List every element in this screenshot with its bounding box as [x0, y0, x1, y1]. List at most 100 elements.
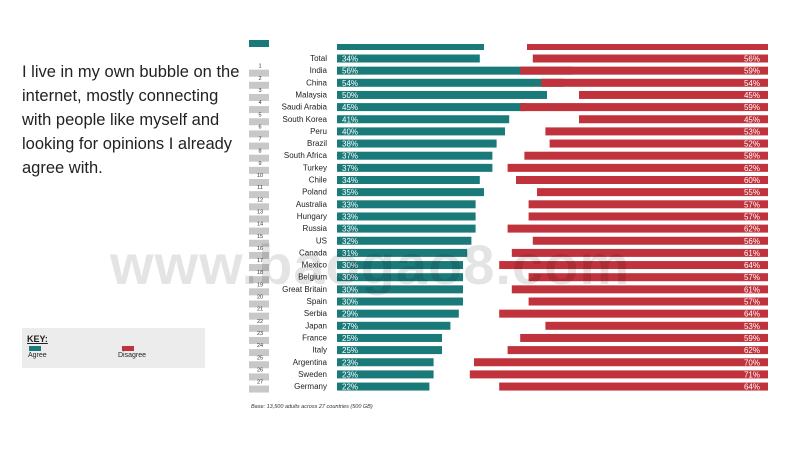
- agree-value-label: 29%: [342, 310, 358, 319]
- disagree-bar: [511, 285, 768, 294]
- agree-value-label: 30%: [342, 298, 358, 307]
- disagree-value-label: 70%: [744, 358, 760, 367]
- agree-bar: [337, 224, 476, 233]
- agree-bar: [337, 139, 497, 148]
- disagree-bar: [520, 66, 768, 75]
- disagree-bar: [532, 54, 768, 63]
- category-label: India: [310, 66, 328, 75]
- disagree-value-label: 57%: [744, 200, 760, 209]
- rank-number: 6: [258, 124, 261, 130]
- disagree-bar: [507, 163, 768, 172]
- disagree-bar: [520, 103, 768, 112]
- agree-value-label: 37%: [342, 152, 358, 161]
- header-corner-block: [249, 40, 269, 47]
- category-label: Russia: [303, 224, 328, 233]
- rank-number: 24: [257, 343, 263, 349]
- disagree-bar: [474, 358, 768, 367]
- disagree-bar: [549, 139, 768, 148]
- rank-number: 20: [257, 295, 263, 301]
- agree-value-label: 27%: [342, 322, 358, 331]
- disagree-bar: [499, 382, 768, 391]
- category-label: Chile: [309, 176, 328, 185]
- category-label: Malaysia: [295, 90, 327, 99]
- category-label: South Africa: [284, 151, 328, 160]
- agree-value-label: 56%: [342, 67, 358, 76]
- agree-value-label: 30%: [342, 273, 358, 282]
- category-label: Great Britain: [282, 285, 327, 294]
- category-label: US: [316, 236, 327, 245]
- rank-box: [249, 142, 269, 150]
- rank-number: 5: [258, 112, 261, 118]
- agree-bar: [337, 346, 442, 355]
- category-label: Sweden: [298, 370, 327, 379]
- disagree-bar: [528, 273, 768, 282]
- rank-box: [249, 203, 269, 211]
- disagree-value-label: 57%: [744, 298, 760, 307]
- category-label: Belgium: [298, 273, 327, 282]
- agree-bar: [337, 273, 463, 282]
- agree-bar: [337, 78, 564, 87]
- agree-value-label: 50%: [342, 91, 358, 100]
- disagree-value-label: 59%: [744, 67, 760, 76]
- agree-bar: [337, 358, 434, 367]
- agree-bar: [337, 127, 505, 136]
- agree-value-label: 37%: [342, 164, 358, 173]
- rank-box: [249, 349, 269, 357]
- disagree-value-label: 64%: [744, 383, 760, 392]
- disagree-bar: [524, 151, 768, 160]
- rank-number: 7: [258, 137, 261, 143]
- disagree-value-label: 56%: [744, 237, 760, 246]
- rank-number: 22: [257, 319, 263, 325]
- rank-box: [249, 251, 269, 259]
- rank-box: [249, 336, 269, 344]
- rank-number: 3: [258, 88, 261, 94]
- agree-bar: [337, 200, 476, 209]
- category-label: Serbia: [304, 309, 328, 318]
- rank-number: 21: [257, 307, 263, 313]
- agree-value-label: 22%: [342, 383, 358, 392]
- agree-bar: [337, 333, 442, 342]
- agree-value-label: 25%: [342, 346, 358, 355]
- disagree-value-label: 59%: [744, 103, 760, 112]
- disagree-value-label: 62%: [744, 164, 760, 173]
- agree-bar: [337, 54, 480, 63]
- agree-bar: [337, 309, 459, 318]
- disagree-value-label: 64%: [744, 310, 760, 319]
- legend-swatch-disagree: [122, 346, 134, 351]
- rank-box: [249, 239, 269, 247]
- category-label: South Korea: [283, 115, 328, 124]
- category-label: Turkey: [303, 163, 327, 172]
- rank-box: [249, 106, 269, 114]
- disagree-value-label: 56%: [744, 55, 760, 64]
- agree-bar: [337, 212, 476, 221]
- category-label: France: [302, 333, 327, 342]
- rank-box: [249, 373, 269, 381]
- agree-value-label: 40%: [342, 127, 358, 136]
- category-label: Total: [310, 54, 327, 63]
- agree-bar: [337, 115, 510, 124]
- rank-box: [249, 227, 269, 235]
- agree-value-label: 45%: [342, 103, 358, 112]
- rank-number: 8: [258, 149, 261, 155]
- disagree-value-label: 61%: [744, 249, 760, 258]
- agree-bar: [337, 90, 547, 99]
- agree-bar: [337, 188, 484, 197]
- disagree-value-label: 62%: [744, 346, 760, 355]
- agree-bar: [337, 285, 463, 294]
- category-label: Hungary: [297, 212, 327, 221]
- agree-value-label: 54%: [342, 79, 358, 88]
- disagree-bar: [528, 212, 768, 221]
- rank-number: 16: [257, 246, 263, 252]
- rank-box: [249, 300, 269, 308]
- rank-number: 4: [258, 100, 261, 106]
- category-label: Australia: [296, 200, 328, 209]
- legend-label-agree: Agree: [28, 352, 47, 359]
- disagree-bar: [532, 236, 768, 245]
- category-label: Saudi Arabia: [282, 103, 328, 112]
- rank-number: 12: [257, 197, 263, 203]
- rank-number: 2: [258, 76, 261, 82]
- category-label: Mexico: [302, 261, 328, 270]
- disagree-value-label: 58%: [744, 152, 760, 161]
- agree-bar: [337, 321, 451, 330]
- rank-box: [249, 179, 269, 186]
